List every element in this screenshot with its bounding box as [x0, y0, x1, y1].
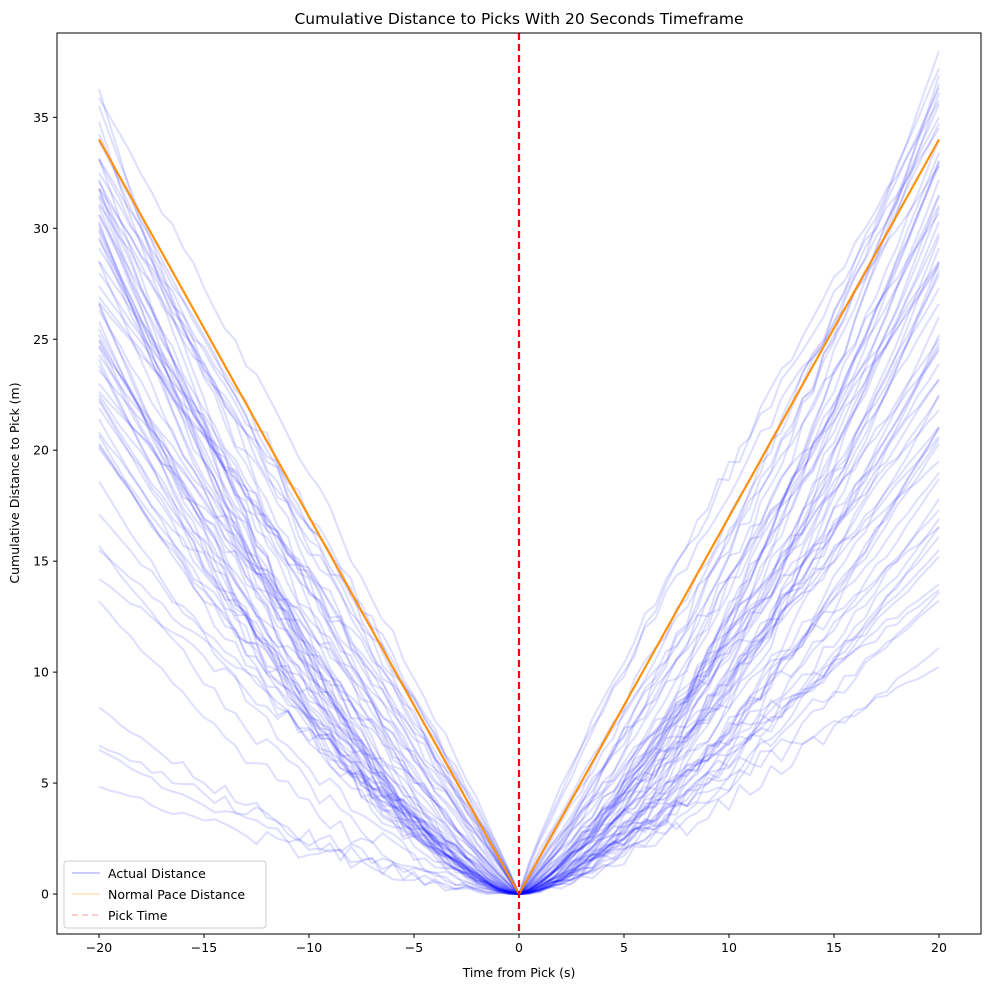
legend: Actual Distance Normal Pace Distance Pic… [63, 860, 267, 929]
x-axis-label: Time from Pick (s) [462, 965, 576, 980]
x-tick-label: 5 [620, 940, 628, 955]
y-tick-label: 30 [33, 221, 49, 236]
x-axis-ticks: −20 −15 −10 −5 0 5 10 15 20 [86, 934, 947, 955]
legend-actual-label: Actual Distance [108, 866, 206, 881]
x-tick-label: 10 [721, 940, 737, 955]
y-tick-label: 15 [33, 554, 49, 569]
legend-pick-label: Pick Time [108, 908, 168, 923]
y-tick-label: 25 [33, 332, 49, 347]
y-axis-label: Cumulative Distance to Pick (m) [7, 382, 22, 583]
chart-title: Cumulative Distance to Picks With 20 Sec… [294, 10, 743, 28]
x-tick-label: −5 [405, 940, 423, 955]
y-axis-ticks: 0 5 10 15 20 25 30 35 [33, 110, 57, 902]
x-tick-label: 15 [826, 940, 842, 955]
x-tick-label: −20 [86, 940, 112, 955]
x-tick-label: 0 [515, 940, 523, 955]
legend-box [63, 860, 267, 929]
plot-area [56, 32, 982, 935]
y-tick-label: 10 [33, 665, 49, 680]
y-tick-label: 35 [33, 110, 49, 125]
x-tick-label: 20 [931, 940, 947, 955]
y-tick-label: 5 [41, 776, 49, 791]
x-tick-label: −15 [191, 940, 217, 955]
y-tick-label: 0 [41, 887, 49, 902]
legend-normal-label: Normal Pace Distance [108, 887, 245, 902]
y-tick-label: 20 [33, 443, 49, 458]
x-tick-label: −10 [296, 940, 322, 955]
